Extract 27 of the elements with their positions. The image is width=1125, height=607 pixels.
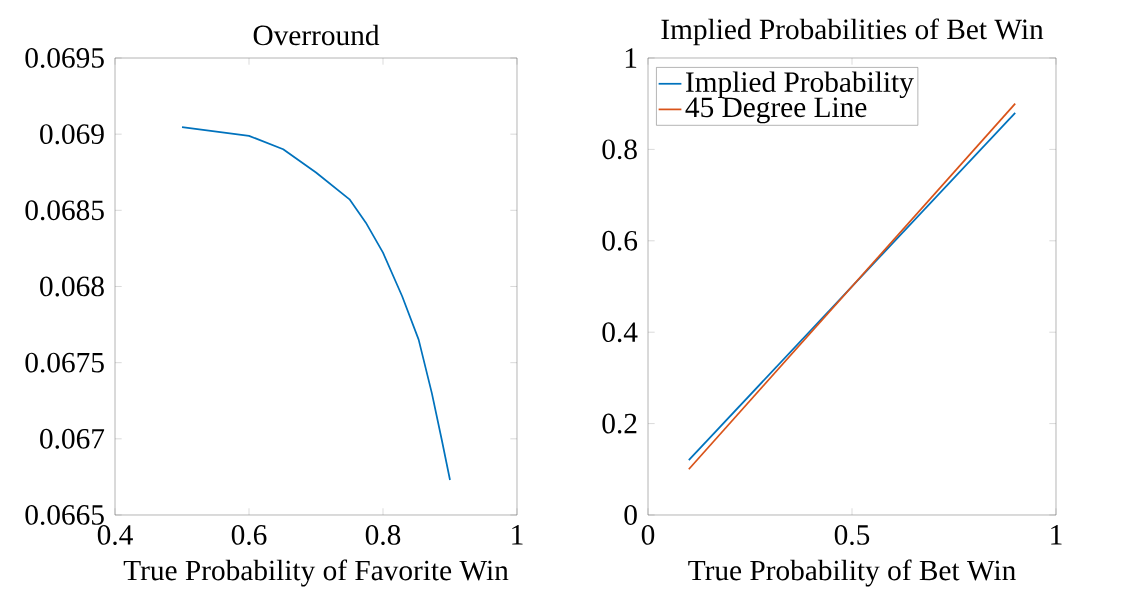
line-series	[181, 126, 451, 481]
y-tick-label: 0.0695	[25, 48, 104, 68]
y-tick-label: 0	[624, 505, 637, 525]
y-tick-label: 0.4	[602, 322, 638, 343]
chart-title: Implied Probabilities of Bet Win	[661, 18, 1044, 46]
y-tick-label: 0.0665	[25, 505, 104, 525]
y-tick-label: 0.0685	[25, 200, 104, 221]
x-tick-label: 0.4	[97, 525, 133, 545]
x-tick-label: 1	[1051, 525, 1062, 545]
y-tick-label: 0.069	[40, 124, 104, 145]
chart-title: Overround	[253, 24, 380, 46]
x-axis-title: True Probability of Bet Win	[688, 559, 1016, 587]
x-tick-label: 1	[512, 525, 523, 545]
legend-label: Implied Probability	[685, 71, 914, 99]
y-tick-label: 0.8	[602, 139, 637, 160]
y-tick-label: 1	[625, 48, 637, 68]
y-tick-label: 0.068	[40, 276, 104, 297]
legend-label: 45 Degree Line	[685, 97, 867, 124]
x-tick-label: 0.8	[365, 525, 401, 545]
y-tick-label: 0.067	[40, 428, 105, 449]
x-axis-title: True Probability of Favorite Win	[123, 559, 509, 587]
x-tick-label: 0.5	[834, 525, 870, 545]
y-tick-label: 0.6	[602, 230, 638, 251]
x-tick-label: 0.6	[231, 525, 267, 545]
y-tick-label: 0.0675	[25, 352, 104, 373]
y-tick-label: 0.2	[602, 413, 637, 434]
x-tick-label: 0	[641, 525, 655, 545]
